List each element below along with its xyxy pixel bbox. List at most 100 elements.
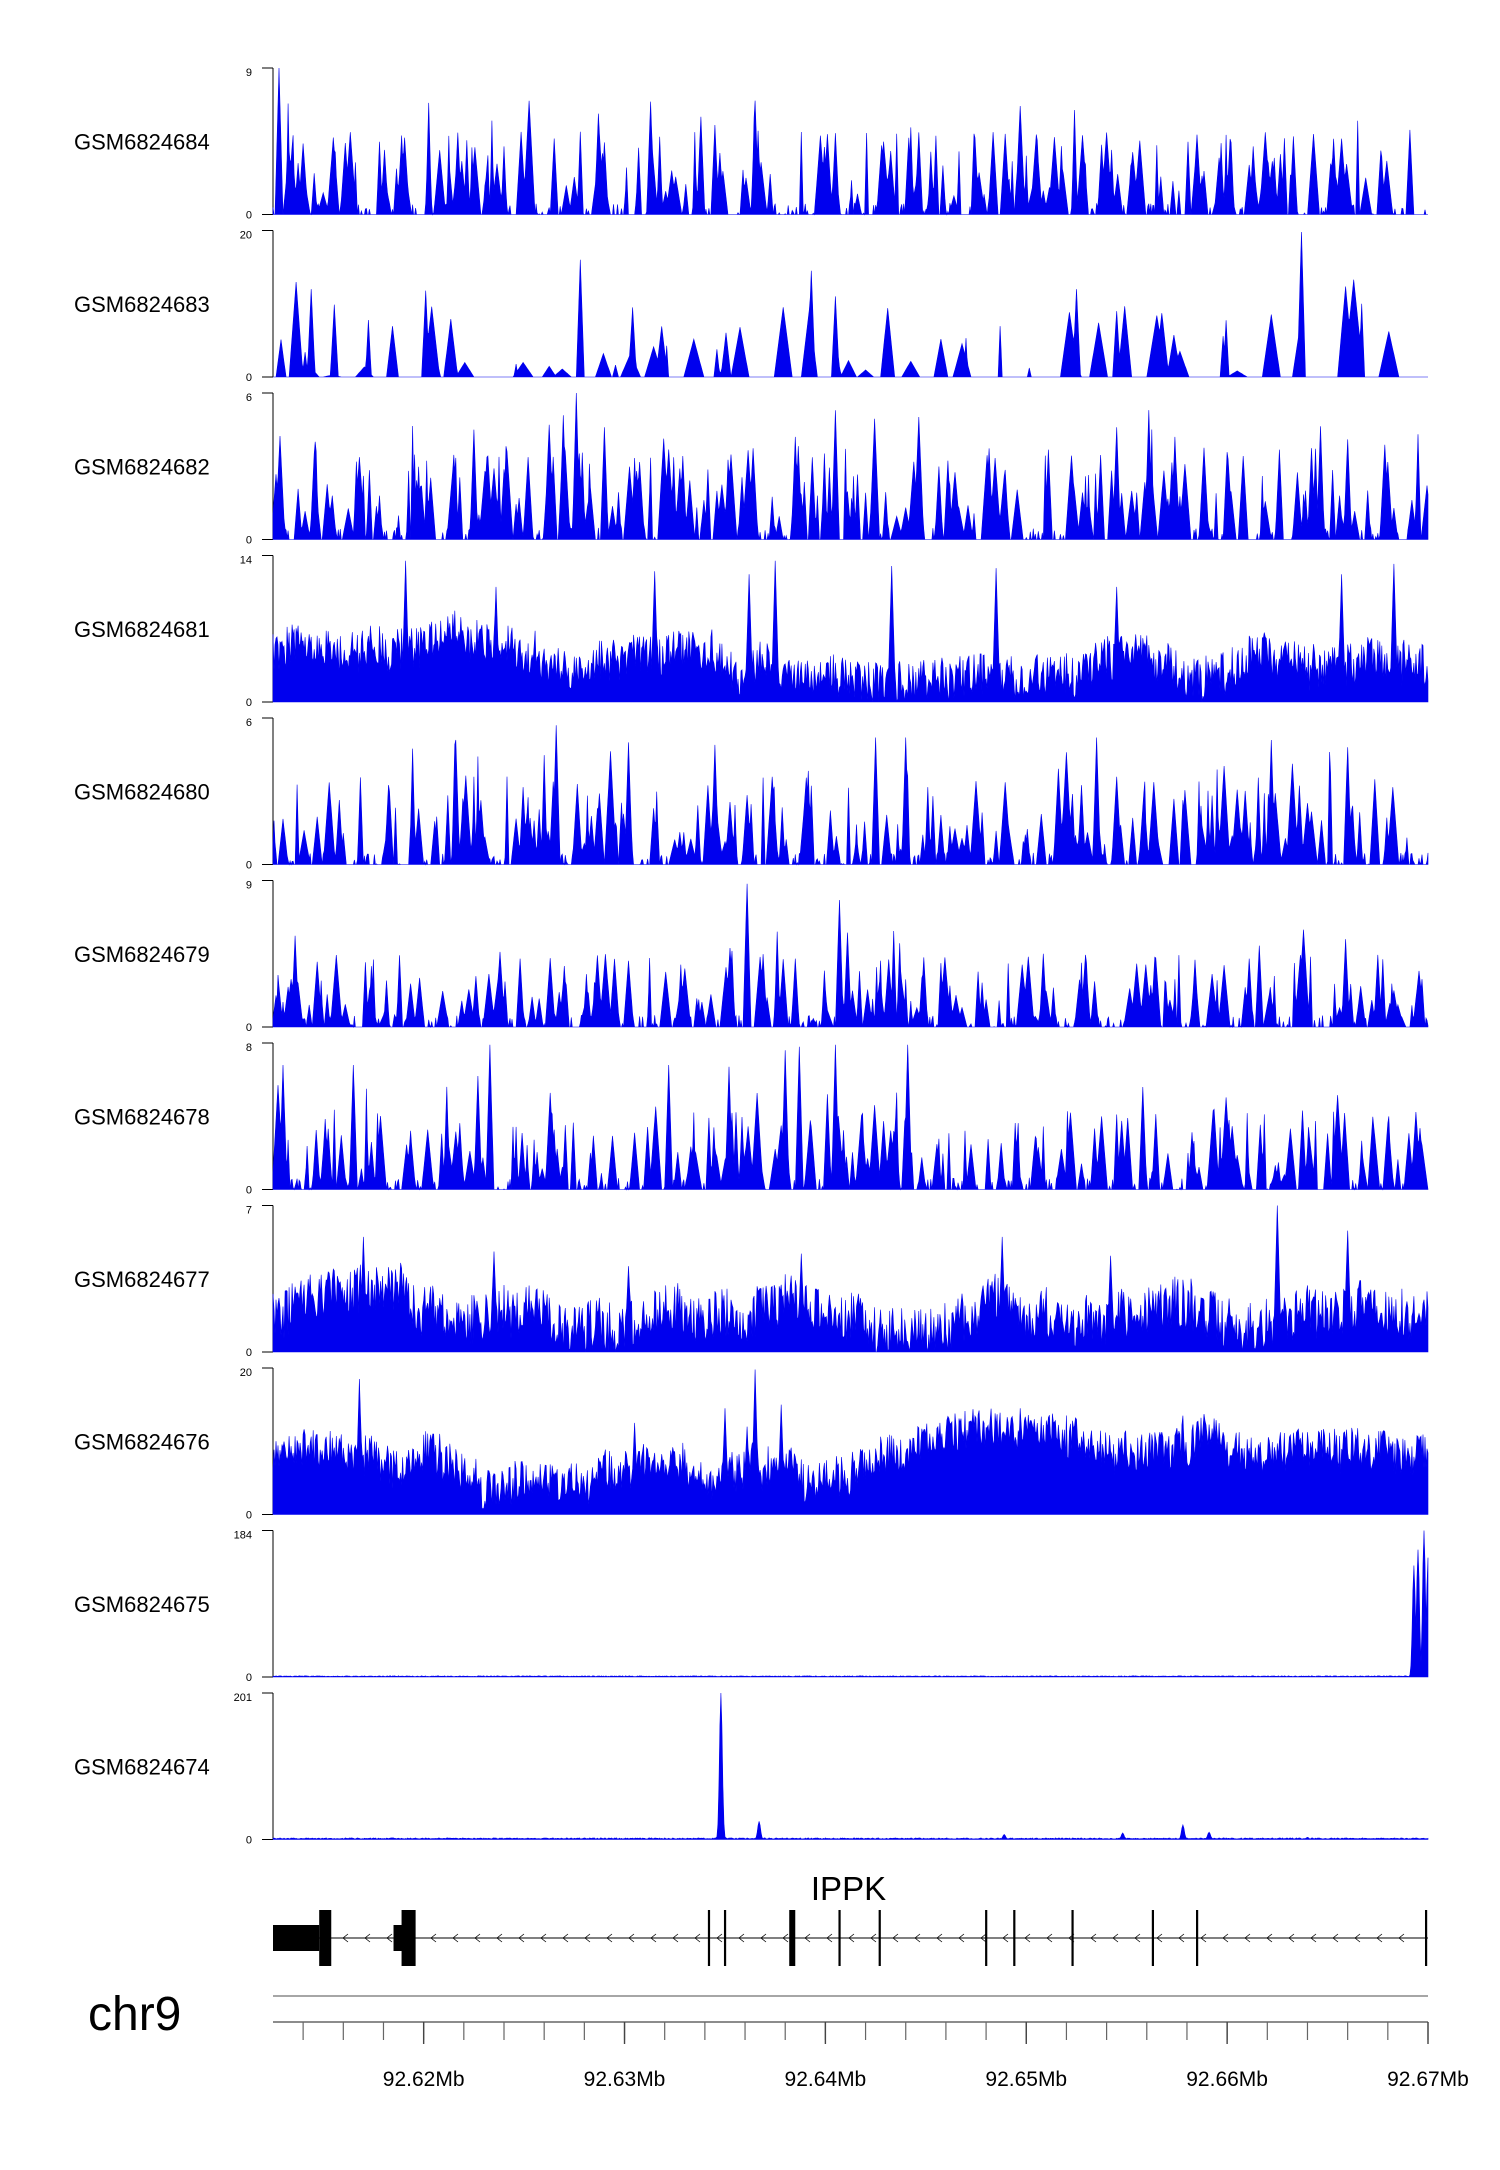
track-GSM6824674: GSM6824674 201 0	[74, 1692, 1429, 1847]
strand-arrow	[1112, 1933, 1119, 1943]
coverage-area	[272, 883, 1429, 1029]
strand-arrow	[650, 1933, 657, 1943]
y-max-label: 9	[246, 67, 252, 79]
x-tick-label: 92.64Mb	[785, 2068, 867, 2091]
y-min-label: 0	[246, 1672, 252, 1684]
coverage-area	[272, 392, 1429, 541]
strand-arrow	[562, 1933, 569, 1943]
strand-arrow	[1156, 1933, 1163, 1943]
strand-arrow	[1244, 1933, 1251, 1943]
coverage-tracks: GSM682468490GSM6824683200GSM682468260GSM…	[74, 67, 1429, 1847]
gene-utr-block	[393, 1925, 404, 1951]
strand-arrow	[496, 1933, 503, 1943]
strand-arrow	[848, 1933, 855, 1943]
coverage-area	[272, 1369, 1429, 1515]
strand-arrow	[628, 1933, 635, 1943]
strand-arrow	[606, 1933, 613, 1943]
y-min-label: 0	[246, 535, 252, 547]
strand-arrow	[1376, 1933, 1383, 1943]
gene-exon-mark	[707, 1910, 711, 1966]
x-tick-label: 92.67Mb	[1387, 2068, 1469, 2091]
strand-arrow	[892, 1933, 899, 1943]
strand-arrow	[1288, 1933, 1295, 1943]
gene-exon-mark	[985, 1910, 988, 1966]
x-tick-label: 92.62Mb	[383, 2068, 465, 2091]
track-label: GSM6824676	[74, 1429, 210, 1454]
strand-arrow	[518, 1933, 525, 1943]
coverage-area	[272, 725, 1429, 866]
track-GSM6824679: GSM6824679 9 0	[74, 880, 1429, 1034]
strand-arrow	[364, 1933, 371, 1943]
strand-arrow	[980, 1933, 987, 1943]
gene-track: IPPK	[273, 1870, 1428, 1966]
y-max-label: 184	[234, 1530, 252, 1542]
gene-exon-mark	[1013, 1910, 1016, 1966]
gene-utr-block	[273, 1925, 320, 1951]
strand-arrow	[1266, 1933, 1273, 1943]
strand-arrow	[826, 1933, 833, 1943]
track-GSM6824684: GSM6824684 9 0	[74, 67, 1428, 222]
strand-arrow	[1200, 1933, 1207, 1943]
track-label: GSM6824675	[74, 1592, 210, 1617]
strand-arrow	[540, 1933, 547, 1943]
track-GSM6824683: GSM6824683 20 0	[74, 230, 1428, 384]
track-label: GSM6824681	[74, 617, 210, 642]
track-label: GSM6824680	[74, 779, 210, 804]
track-label: GSM6824677	[74, 1267, 210, 1292]
strand-arrow	[782, 1933, 789, 1943]
y-max-label: 201	[234, 1692, 252, 1704]
y-max-label: 6	[246, 717, 252, 729]
gene-exon-mark	[792, 1910, 795, 1966]
strand-arrow	[936, 1933, 943, 1943]
strand-arrow	[386, 1933, 393, 1943]
strand-arrow	[672, 1933, 679, 1943]
track-label: GSM6824683	[74, 292, 210, 317]
gene-name-label: IPPK	[811, 1870, 886, 1907]
track-GSM6824675: GSM6824675 184 0	[74, 1530, 1429, 1684]
y-max-label: 7	[246, 1205, 252, 1217]
strand-arrow	[958, 1933, 965, 1943]
track-label: GSM6824684	[74, 129, 210, 154]
y-min-label: 0	[246, 1022, 252, 1034]
strand-arrow	[870, 1933, 877, 1943]
strand-arrow	[474, 1933, 481, 1943]
gene-exon-mark	[838, 1910, 841, 1966]
coverage-area	[272, 1205, 1429, 1353]
y-min-label: 0	[246, 210, 252, 222]
coverage-area	[272, 1044, 1429, 1191]
track-GSM6824682: GSM6824682 6 0	[74, 392, 1429, 547]
track-label: GSM6824679	[74, 942, 210, 967]
strand-arrow	[1332, 1933, 1339, 1943]
track-GSM6824680: GSM6824680 6 0	[74, 717, 1429, 872]
y-min-label: 0	[246, 697, 252, 709]
y-min-label: 0	[246, 1835, 252, 1847]
strand-arrow	[1134, 1933, 1141, 1943]
strand-arrow	[760, 1933, 767, 1943]
genomic-axis: chr9 92.62Mb 92.63Mb 92.64Mb 92.65Mb 92.66Mb…	[88, 1988, 1469, 2091]
strand-arrow	[1178, 1933, 1185, 1943]
strand-arrow	[804, 1933, 811, 1943]
track-label: GSM6824678	[74, 1104, 210, 1129]
strand-arrow	[584, 1933, 591, 1943]
coverage-area	[273, 231, 1428, 378]
track-label: GSM6824682	[74, 454, 210, 479]
gene-exon-mark	[1196, 1910, 1199, 1966]
chromosome-label: chr9	[88, 1988, 181, 2041]
strand-arrow	[430, 1933, 437, 1943]
y-max-label: 14	[240, 555, 252, 567]
strand-arrow	[1090, 1933, 1097, 1943]
coverage-area	[272, 1530, 1429, 1678]
gene-exon-mark	[1151, 1910, 1155, 1966]
x-tick-label: 92.66Mb	[1186, 2068, 1268, 2091]
y-max-label: 6	[246, 392, 252, 404]
track-GSM6824677: GSM6824677 7 0	[74, 1205, 1429, 1359]
gene-exon-block	[401, 1910, 416, 1966]
y-max-label: 20	[240, 1367, 252, 1379]
strand-arrow	[716, 1933, 723, 1943]
strand-arrow	[1046, 1933, 1053, 1943]
strand-arrow	[914, 1933, 921, 1943]
gene-exon-mark	[878, 1910, 881, 1966]
strand-arrow	[452, 1933, 459, 1943]
y-max-label: 9	[246, 880, 252, 892]
